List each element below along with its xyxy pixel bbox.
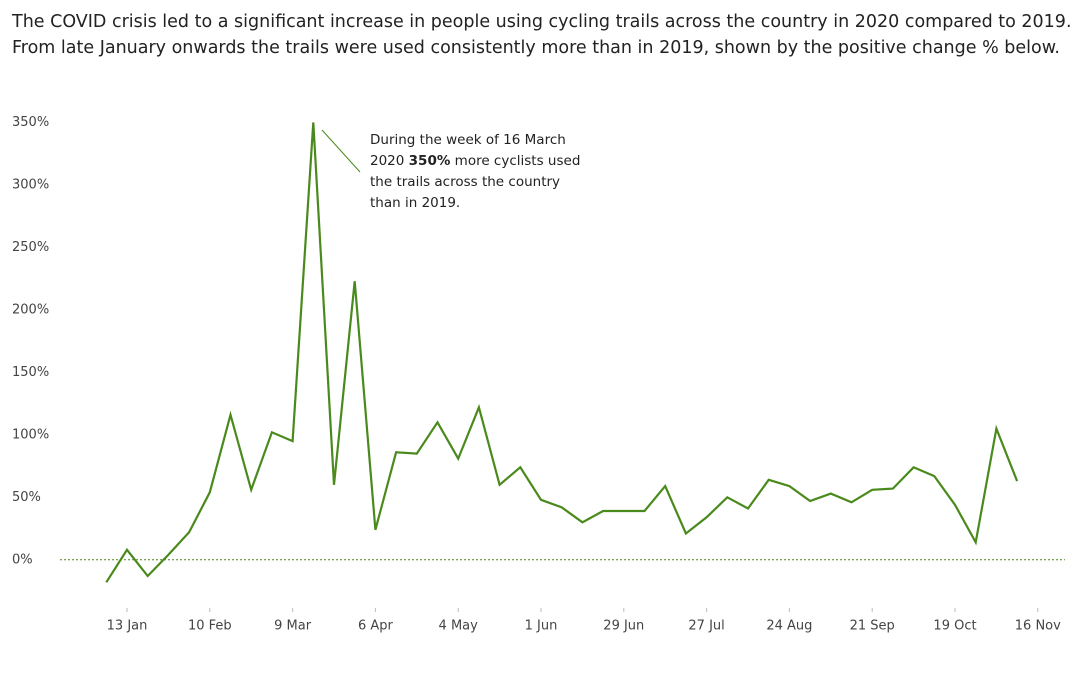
x-tick-label: 27 Jul (688, 619, 724, 634)
x-tick-label: 16 Nov (1015, 619, 1061, 634)
annotation-line: 2020 350% more cyclists used (370, 153, 580, 169)
x-tick-label: 6 Apr (358, 619, 394, 634)
x-tick-label: 24 Aug (766, 619, 812, 634)
chart-subtitle: From late January onwards the trails wer… (12, 38, 1060, 58)
annotation-highlight: 350% (409, 153, 451, 169)
y-tick-label: 300% (12, 177, 49, 192)
data-line (105, 122, 1019, 583)
x-tick-label: 10 Feb (188, 619, 232, 634)
x-tick-label: 1 Jun (525, 619, 558, 634)
x-tick-label: 29 Jun (603, 619, 644, 634)
y-tick-label: 150% (12, 365, 49, 380)
x-tick-label: 13 Jan (107, 619, 148, 634)
x-tick-label: 19 Oct (933, 619, 976, 634)
annotation-text: 2020 (370, 153, 404, 169)
y-tick-label: 100% (12, 427, 49, 442)
y-tick-label: 250% (12, 240, 49, 255)
annotation-line: During the week of 16 March (370, 132, 566, 148)
annotation-text: more cyclists used (455, 153, 581, 169)
x-tick-label: 9 Mar (274, 619, 312, 634)
x-tick-label: 4 May (439, 619, 479, 634)
annotation-line: than in 2019. (370, 195, 460, 211)
annotation-pointer (321, 129, 361, 173)
x-tick-label: 21 Sep (850, 619, 895, 634)
y-tick-label: 50% (12, 490, 41, 505)
y-tick-label: 0% (12, 552, 33, 567)
chart-title: The COVID crisis led to a significant in… (11, 12, 1072, 32)
y-tick-label: 200% (12, 302, 49, 317)
y-tick-label: 350% (12, 115, 49, 130)
annotation-line: the trails across the country (370, 174, 560, 190)
